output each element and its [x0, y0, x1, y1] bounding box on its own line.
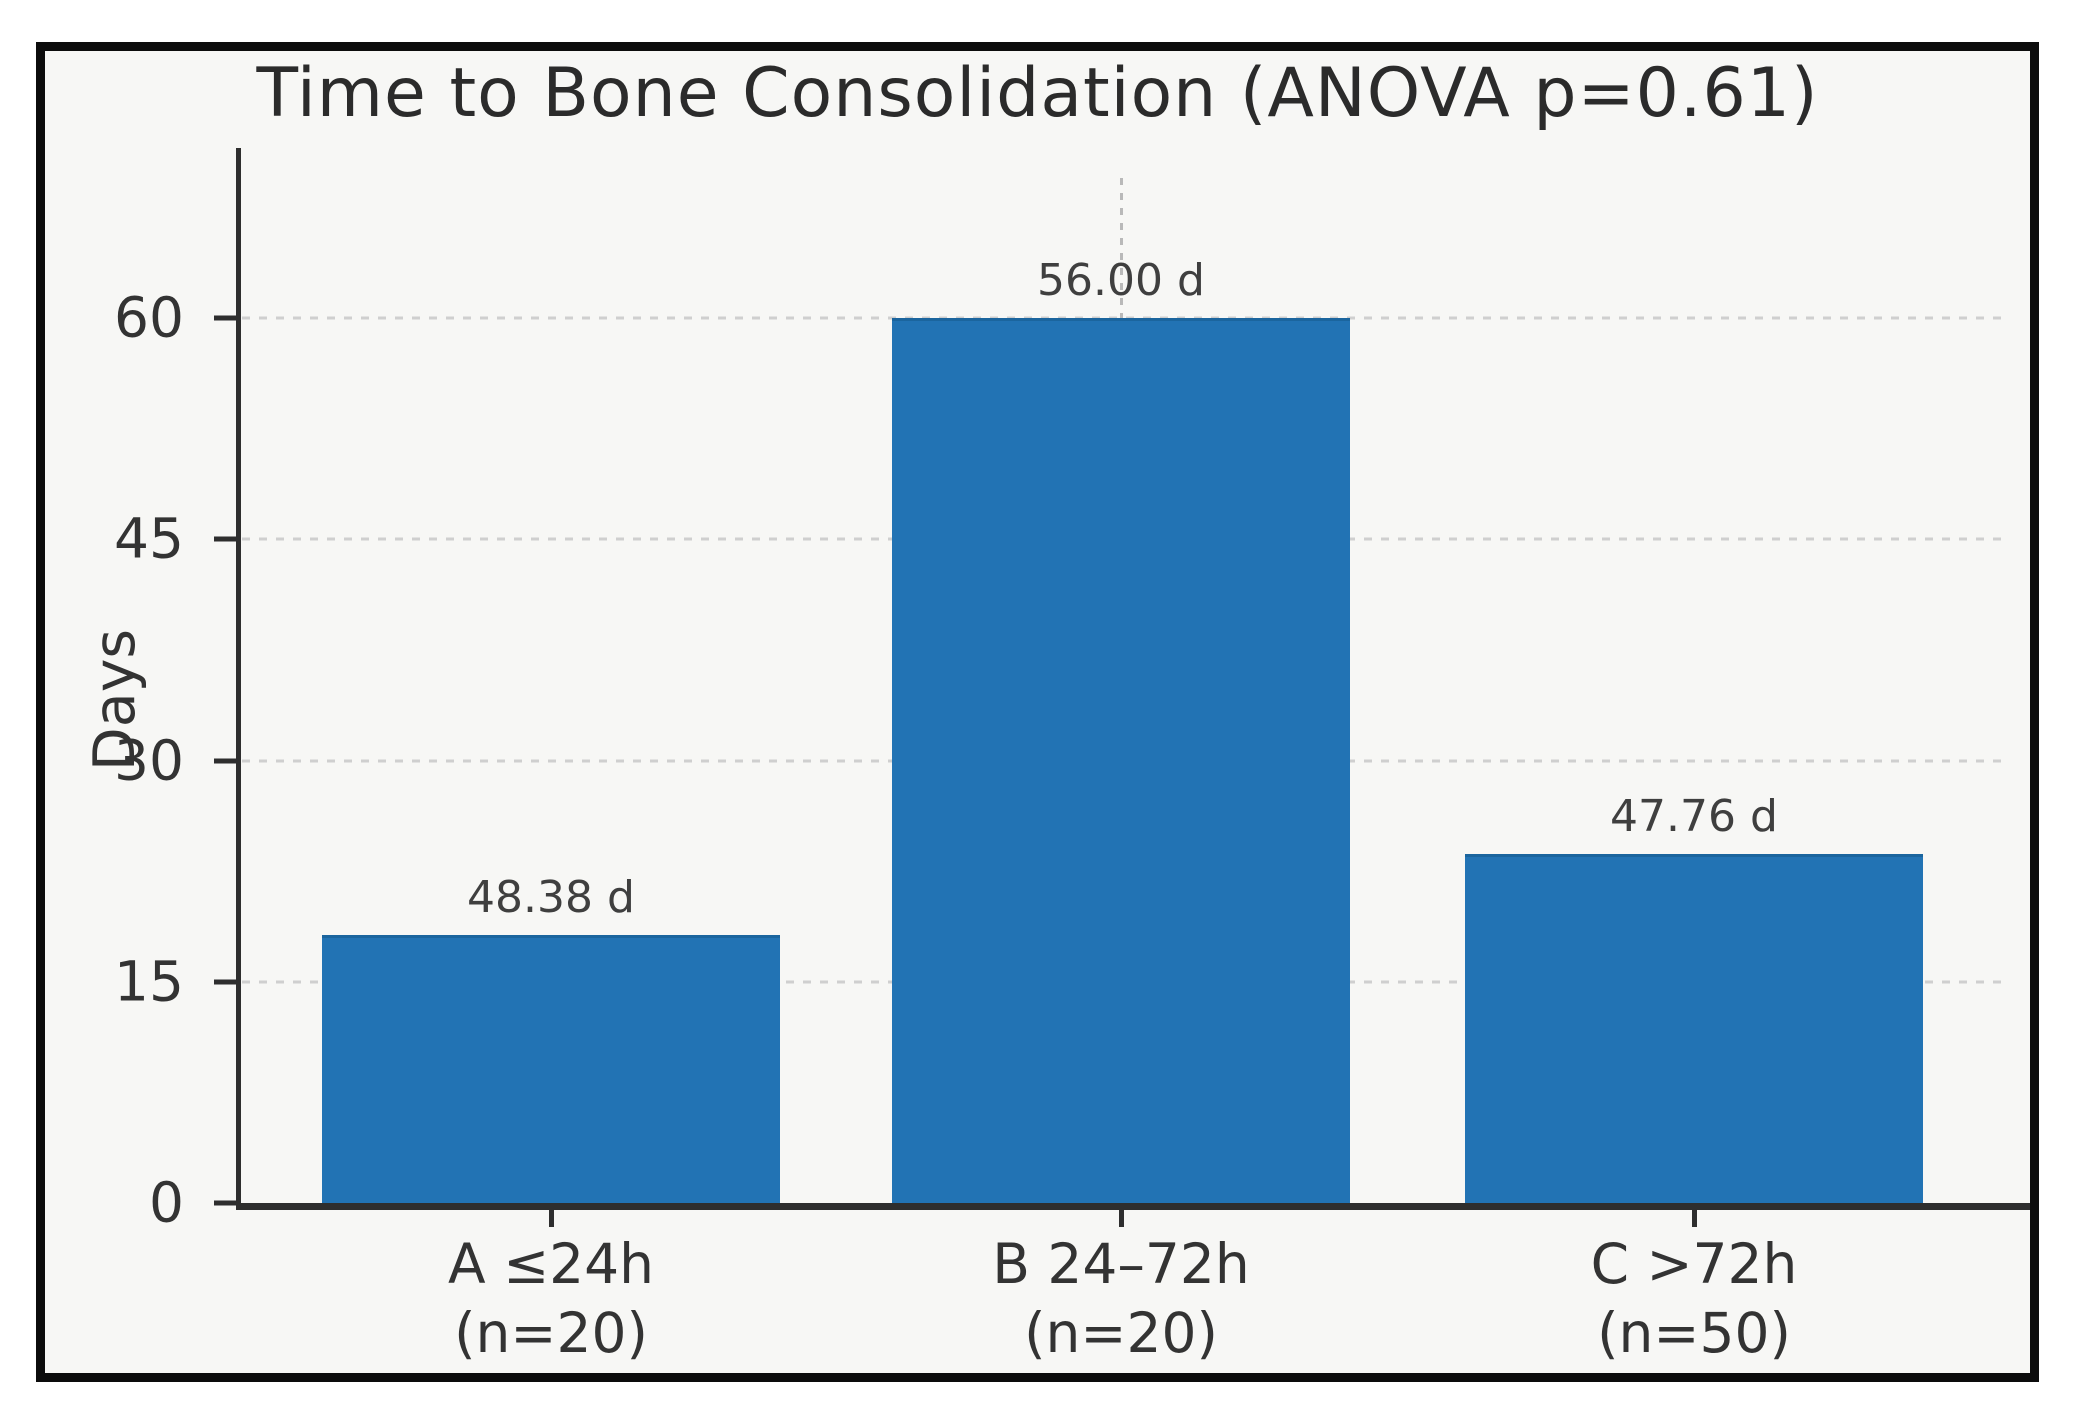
- chart-title: Time to Bone Consolidation (ANOVA p=0.61…: [256, 54, 1819, 133]
- y-tick-label-60: 60: [114, 285, 184, 350]
- category-n: (n=20): [1024, 1300, 1218, 1365]
- x-tick-mark-b: [1119, 1207, 1124, 1227]
- y-tick-mark: [214, 758, 240, 764]
- category-label: C >72h: [1590, 1232, 1798, 1296]
- x-tick-mark-c: [1692, 1207, 1697, 1227]
- y-tick-label-30: 30: [114, 728, 184, 793]
- bar-value-label-c: 47.76 d: [1610, 790, 1778, 842]
- category-n: (n=50): [1597, 1300, 1791, 1365]
- x-tick-label-group-b: B 24–72h (n=20): [892, 1230, 1350, 1368]
- y-tick-label-0: 0: [149, 1170, 184, 1235]
- bar-slot-c: 47.76 d: [1465, 128, 1923, 1203]
- bar-slot-a: 48.38 d: [322, 128, 780, 1203]
- x-tick-mark-a: [549, 1207, 554, 1227]
- plot-area: 48.38 d 56.00 d 47.76 d: [236, 128, 2030, 1210]
- y-tick-label-15: 15: [114, 949, 184, 1014]
- category-label: B 24–72h: [992, 1232, 1250, 1296]
- x-axis-spine: [236, 1203, 2030, 1210]
- bar-slot-b: 56.00 d: [892, 128, 1350, 1203]
- y-axis-spine: [236, 148, 241, 1210]
- y-tick-mark: [214, 315, 240, 321]
- bar-group-b: [892, 318, 1350, 1203]
- y-tick-label-45: 45: [114, 506, 184, 571]
- bar-value-label-a: 48.38 d: [467, 871, 635, 923]
- y-axis: 0 15 30 45 60: [0, 128, 240, 1230]
- category-label: A ≤24h: [447, 1232, 655, 1296]
- category-n: (n=20): [454, 1300, 648, 1365]
- y-tick-mark: [214, 1200, 240, 1206]
- artifact-dashed-line: [1120, 178, 1123, 319]
- bar-group-c: [1465, 853, 1923, 1203]
- x-tick-label-group-c: C >72h (n=50): [1465, 1230, 1923, 1368]
- x-tick-label-group-a: A ≤24h (n=20): [322, 1230, 780, 1368]
- y-tick-mark: [214, 979, 240, 985]
- y-tick-mark: [214, 536, 240, 542]
- bar-group-a: [322, 934, 780, 1203]
- bar-value-label-b: 56.00 d: [1037, 255, 1205, 307]
